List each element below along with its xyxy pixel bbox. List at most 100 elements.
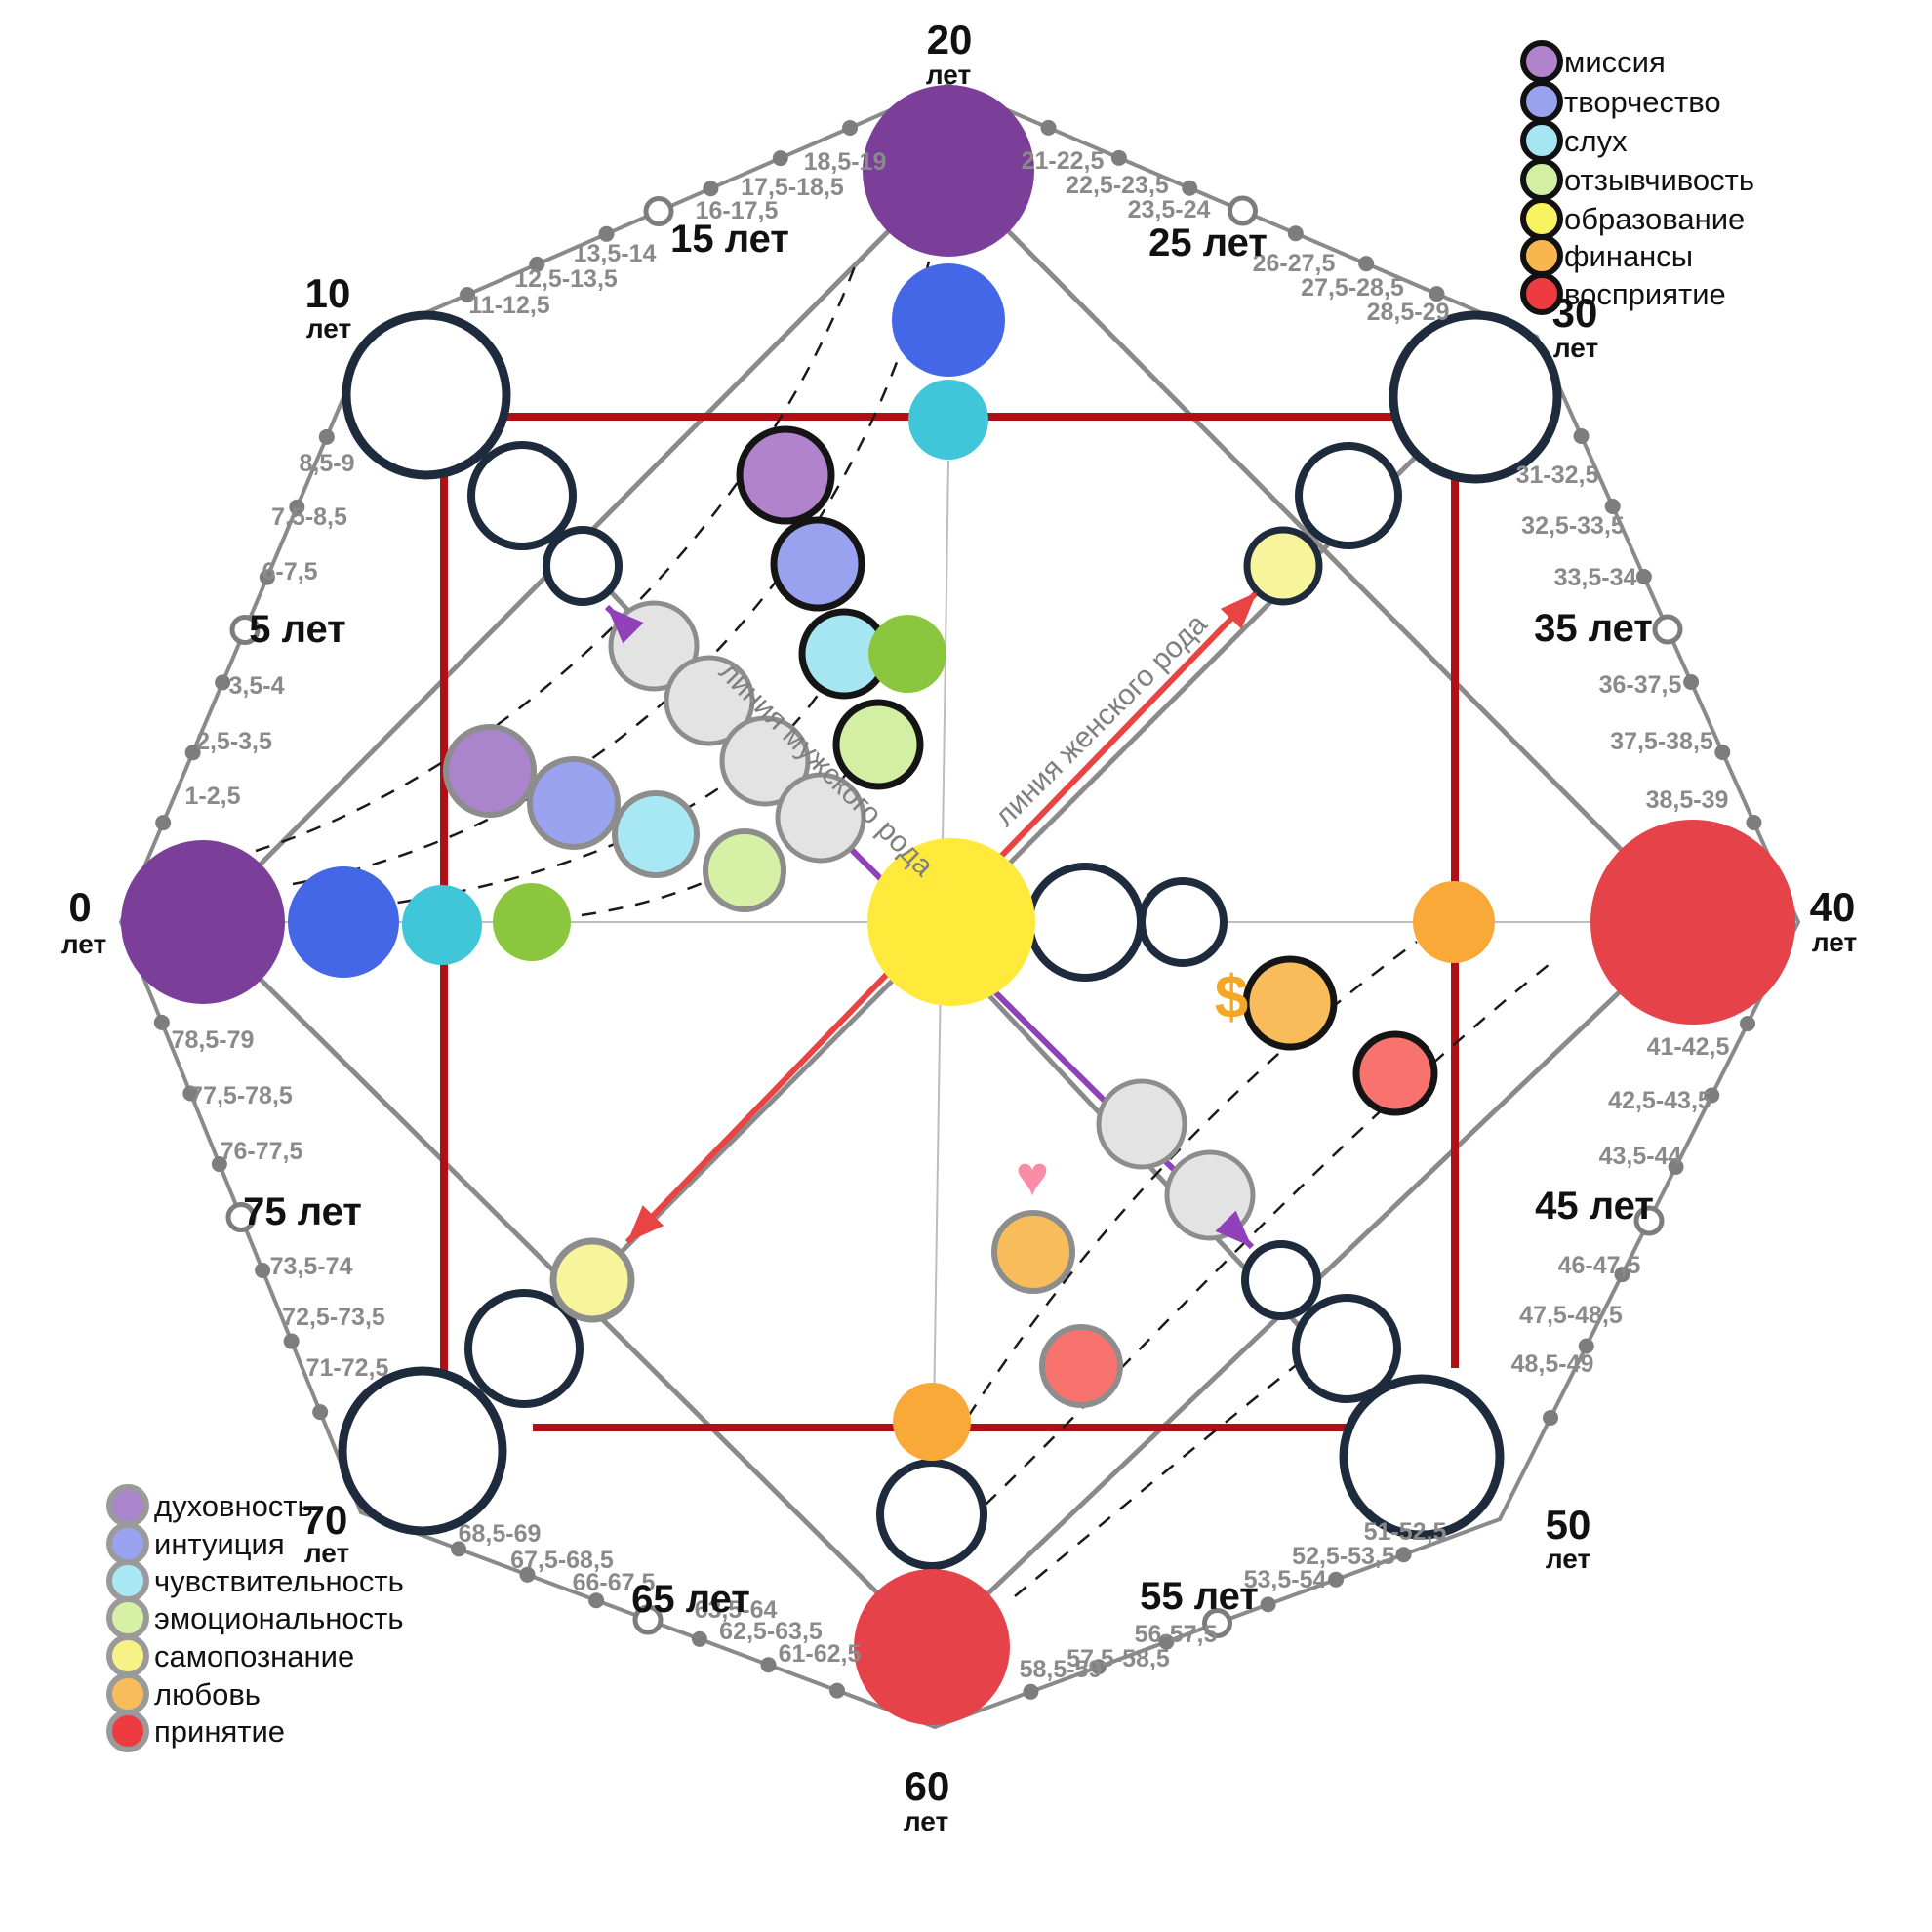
age-tick-dot xyxy=(289,499,305,515)
age-tick-5yr-marker xyxy=(1633,1205,1665,1236)
age-5yr-label: 25 лет xyxy=(1148,221,1268,264)
age-5yr-label: 35 лет xyxy=(1534,607,1653,650)
legend-top-right-swatch xyxy=(1520,40,1563,83)
age-range-label: 13,5-14 xyxy=(574,240,657,267)
node-education xyxy=(549,1237,635,1323)
generation-dashed-arc xyxy=(1014,1310,1365,1597)
age-corner-number: 40 xyxy=(1810,884,1856,930)
legend-bottom-left-label: чувствительность xyxy=(154,1564,404,1598)
age-5yr-label: 55 лет xyxy=(1140,1575,1259,1618)
node-responsiveness-outlined xyxy=(832,699,924,790)
age-range-label: 21-22,5 xyxy=(1022,147,1105,175)
node-responsiveness-small xyxy=(868,615,946,693)
age-tick-dot xyxy=(1573,428,1590,444)
node-creativity xyxy=(288,866,399,978)
node-finance-outlined xyxy=(1242,955,1338,1051)
age-tick-dot xyxy=(153,1014,170,1030)
age-range-label: 58,5-59 xyxy=(1020,1656,1103,1683)
age-tick-dot xyxy=(842,120,859,137)
age-corner-number: 70 xyxy=(302,1497,348,1543)
node-male-line xyxy=(775,772,866,864)
node-finance xyxy=(1413,881,1495,963)
node-spirituality xyxy=(443,724,537,818)
age-range-label: 56-57,5 xyxy=(1135,1621,1218,1648)
age-range-label: 71-72,5 xyxy=(306,1354,389,1382)
node-10yr-portal xyxy=(342,310,511,480)
legend-bottom-left-swatch xyxy=(106,1596,149,1639)
legend-bottom-left-swatch xyxy=(106,1522,149,1565)
legend-top-right-label: слух xyxy=(1564,124,1628,158)
legend-top-right-swatch xyxy=(1520,197,1563,240)
age-tick-dot xyxy=(1746,815,1762,830)
age-tick-5yr-marker xyxy=(1228,195,1258,226)
age-range-label: 76-77,5 xyxy=(221,1138,303,1165)
age-tick-dot xyxy=(184,745,201,761)
age-tick-dot xyxy=(1683,674,1700,690)
age-corner-unit: лет xyxy=(1553,333,1598,363)
node-love xyxy=(991,1210,1075,1294)
age-range-label: 57,5-58,5 xyxy=(1067,1645,1170,1672)
age-range-label: 2,5-3,5 xyxy=(196,728,272,755)
lineage-line-label: линия женского рода xyxy=(988,608,1214,833)
node-intuition xyxy=(527,756,621,850)
node-acceptance xyxy=(1039,1324,1123,1408)
age-range-label: 67,5-68,5 xyxy=(510,1547,614,1574)
node-perception-60yr xyxy=(854,1569,1010,1725)
node-white xyxy=(543,526,623,606)
node-male-line xyxy=(1096,1078,1187,1170)
age-tick-dot xyxy=(760,1657,777,1673)
age-tick-dot xyxy=(1260,1596,1276,1613)
legend-bottom-left-label: эмоциональность xyxy=(154,1601,404,1635)
age-range-label: 63,5-64 xyxy=(695,1596,778,1624)
node-white xyxy=(1292,1294,1401,1403)
generation-dashed-arc xyxy=(255,255,861,853)
node-white xyxy=(1026,863,1145,982)
age-range-label: 62,5-63,5 xyxy=(719,1618,823,1645)
legend-bottom-left-label: принятие xyxy=(154,1714,285,1749)
age-tick-5yr-marker xyxy=(632,1604,664,1635)
node-perception-40yr xyxy=(1590,820,1795,1025)
node-50yr-portal xyxy=(1339,1374,1505,1540)
node-white xyxy=(876,1459,987,1570)
age-range-label: 52,5-53,5 xyxy=(1292,1543,1395,1570)
age-tick-5yr-marker xyxy=(643,196,674,226)
age-tick-dot xyxy=(318,428,335,445)
node-hearing xyxy=(908,380,988,460)
legend-bottom-left-swatch xyxy=(106,1710,149,1752)
legend-top-right-swatch xyxy=(1520,119,1563,162)
node-white xyxy=(1241,1240,1321,1320)
heart-icon: ♥ xyxy=(1016,1145,1049,1208)
age-tick-dot xyxy=(691,1630,707,1647)
age-range-label: 18,5-19 xyxy=(804,148,887,176)
age-5yr-label: 65 лет xyxy=(631,1578,750,1621)
age-range-label: 37,5-38,5 xyxy=(1610,728,1713,755)
age-5yr-label: 15 лет xyxy=(670,218,789,261)
age-corner-unit: лет xyxy=(904,1806,948,1836)
age-range-label: 53,5-54 xyxy=(1244,1566,1327,1593)
age-tick-dot xyxy=(215,674,231,691)
age-range-label: 42,5-43,5 xyxy=(1608,1087,1711,1114)
age-tick-5yr-marker xyxy=(229,615,261,645)
age-tick-5yr-marker xyxy=(225,1202,257,1232)
node-perception-outlined xyxy=(1352,1030,1438,1116)
age-corner-unit: лет xyxy=(926,60,971,90)
age-range-label: 17,5-18,5 xyxy=(741,174,844,201)
legend-top-right-label: финансы xyxy=(1564,239,1693,273)
legend-top-right-label: миссия xyxy=(1564,45,1666,79)
age-tick-dot xyxy=(1110,149,1127,166)
age-tick-dot xyxy=(1090,1659,1107,1675)
age-range-label: 6-7,5 xyxy=(262,558,318,585)
age-tick-dot xyxy=(1543,1409,1559,1426)
age-range-label: 43,5-44 xyxy=(1599,1143,1682,1170)
age-range-label: 23,5-24 xyxy=(1128,196,1211,223)
legend-bottom-left-label: самопознание xyxy=(154,1639,354,1673)
male-line-arrow-head xyxy=(607,607,644,644)
age-5yr-label: 75 лет xyxy=(243,1190,362,1233)
node-creativity-small xyxy=(770,516,865,612)
age-tick-dot xyxy=(1023,1683,1039,1700)
age-range-label: 16-17,5 xyxy=(696,197,779,224)
female-line-arrow-head xyxy=(1220,592,1257,629)
age-tick-dot xyxy=(1328,1571,1345,1588)
